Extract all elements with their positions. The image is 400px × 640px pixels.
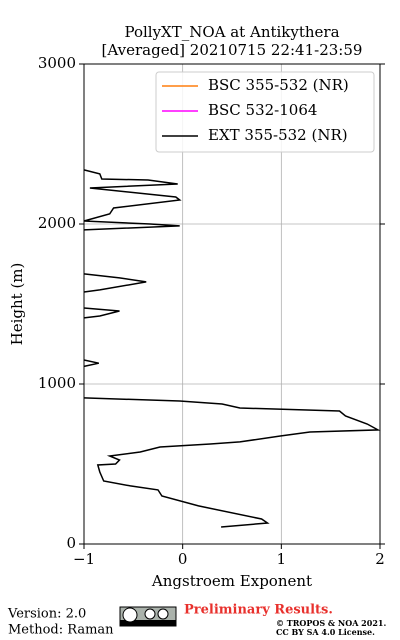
legend-label: BSC 355-532 (NR) xyxy=(208,76,349,94)
y-axis-label: Height (m) xyxy=(8,263,26,346)
x-tick-label: 0 xyxy=(178,550,188,568)
legend-box xyxy=(155,71,375,153)
plot-frame xyxy=(83,63,381,545)
y-tick-label: 1000 xyxy=(38,374,76,392)
data-line xyxy=(83,169,381,528)
x-tick-label: −1 xyxy=(73,550,95,568)
legend-label: BSC 532-1064 xyxy=(208,101,317,119)
y-tick-label: 0 xyxy=(66,534,76,552)
copyright: © TROPOS & NOA 2021. xyxy=(276,618,386,628)
license: CC BY SA 4.0 License. xyxy=(276,627,375,637)
x-tick-label: 1 xyxy=(277,550,287,568)
x-tick-label: 2 xyxy=(375,550,385,568)
preliminary-note: Preliminary Results. xyxy=(184,603,333,618)
method: Method: Raman xyxy=(8,623,114,638)
x-axis-label: Angstroem Exponent xyxy=(151,572,312,590)
version: Version: 2.0 xyxy=(7,607,86,622)
legend-label: EXT 355-532 (NR) xyxy=(208,126,348,144)
cc-logo xyxy=(119,606,177,627)
y-tick-label: 3000 xyxy=(38,54,76,72)
chart-title: PollyXT_NOA at Antikythera xyxy=(124,23,339,41)
chart-subtitle: [Averaged] 20210715 22:41-23:59 xyxy=(102,41,363,59)
y-tick-label: 2000 xyxy=(38,214,76,232)
